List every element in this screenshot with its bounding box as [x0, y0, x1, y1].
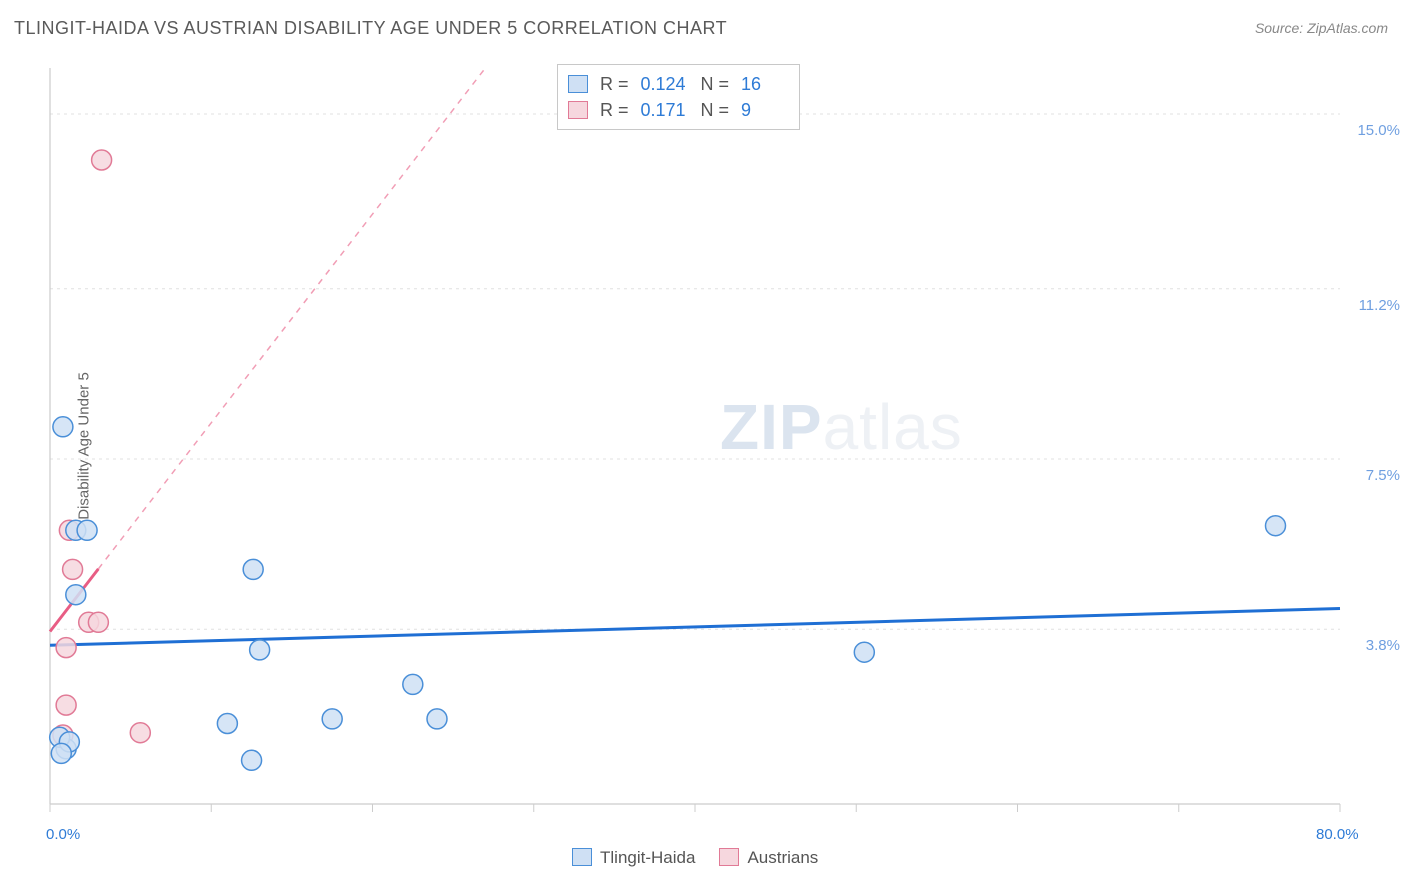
legend-N-label: N =	[701, 97, 730, 123]
legend-swatch-austrian	[568, 101, 588, 119]
legend-series-austrian: Austrians	[719, 848, 818, 868]
legend-series-tlingit: Tlingit-Haida	[572, 848, 695, 868]
y-grid-label: 15.0%	[1357, 122, 1400, 139]
scatter-plot	[48, 58, 1392, 838]
x-axis-min-label: 0.0%	[46, 826, 80, 843]
x-axis-max-label: 80.0%	[1316, 826, 1359, 843]
legend-R-label: R =	[600, 97, 629, 123]
legend-series-austrian-label: Austrians	[747, 848, 818, 867]
y-grid-label: 7.5%	[1366, 467, 1400, 484]
legend-swatch-tlingit-icon	[572, 848, 592, 866]
chart-source: Source: ZipAtlas.com	[1255, 20, 1388, 36]
legend-stats-box: R = 0.124 N = 16 R = 0.171 N = 9	[557, 64, 800, 130]
legend-N-value-austrian: 9	[741, 97, 789, 123]
scatter-plot-svg	[48, 58, 1392, 838]
legend-swatch-tlingit	[568, 75, 588, 93]
legend-R-value-austrian: 0.171	[641, 97, 689, 123]
legend-series-tlingit-label: Tlingit-Haida	[600, 848, 695, 867]
legend-N-value-tlingit: 16	[741, 71, 789, 97]
y-grid-label: 3.8%	[1366, 637, 1400, 654]
legend-R-label: R =	[600, 71, 629, 97]
legend-swatch-austrian-icon	[719, 848, 739, 866]
legend-stats-row-austrian: R = 0.171 N = 9	[568, 97, 789, 123]
chart-title: TLINGIT-HAIDA VS AUSTRIAN DISABILITY AGE…	[14, 18, 727, 39]
legend-series: Tlingit-Haida Austrians	[572, 848, 818, 868]
legend-R-value-tlingit: 0.124	[641, 71, 689, 97]
legend-N-label: N =	[701, 71, 730, 97]
y-grid-label: 11.2%	[1359, 297, 1400, 314]
legend-stats-row-tlingit: R = 0.124 N = 16	[568, 71, 789, 97]
